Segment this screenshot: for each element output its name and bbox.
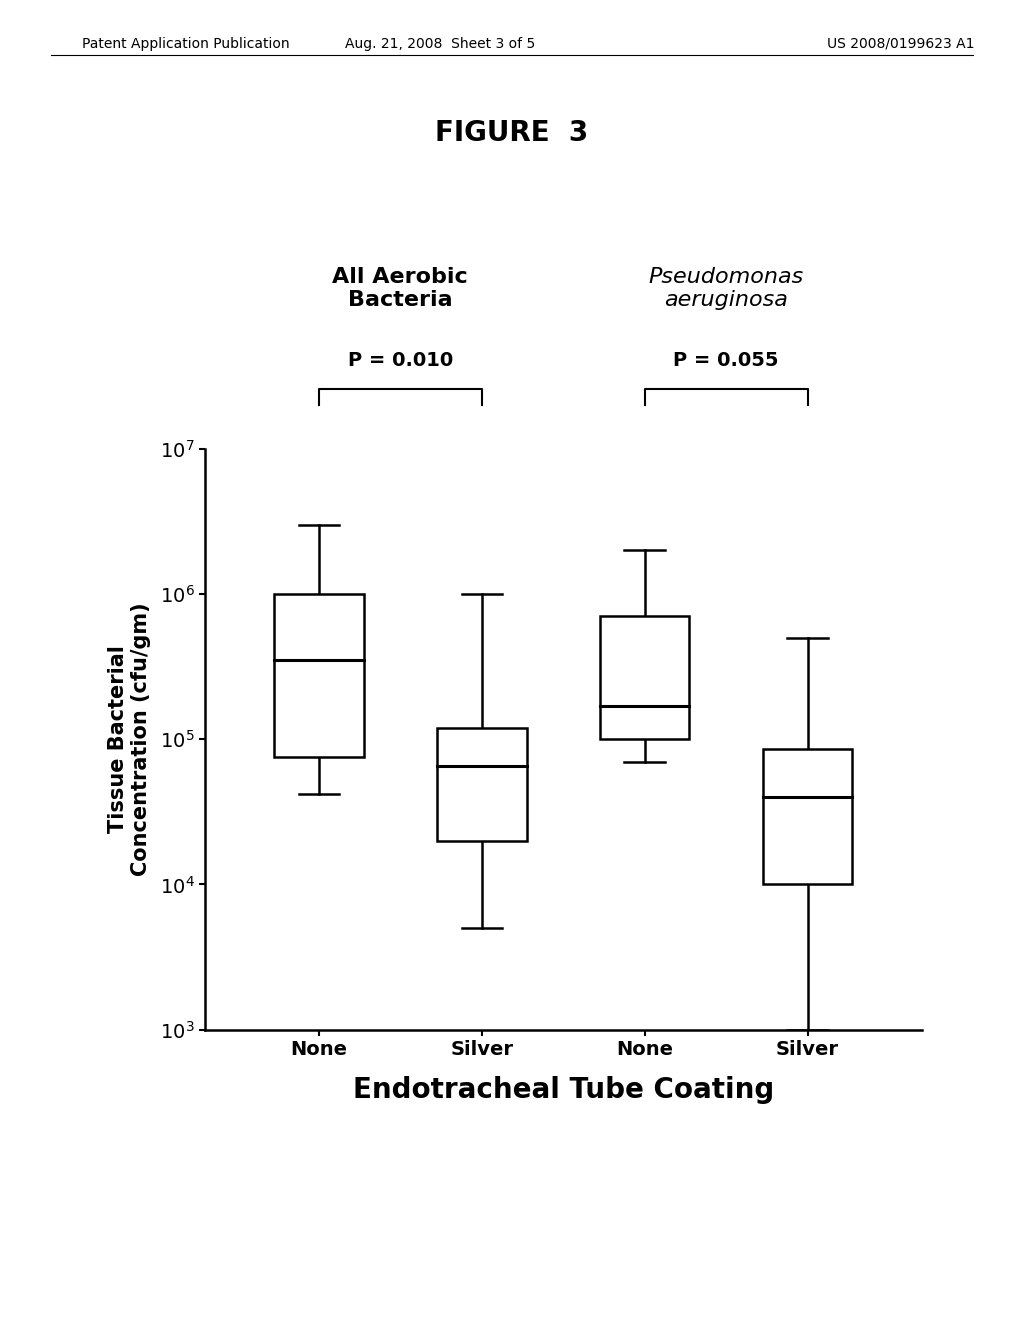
Bar	[600, 616, 689, 739]
Bar	[274, 594, 364, 758]
Text: Patent Application Publication: Patent Application Publication	[82, 37, 290, 51]
Text: FIGURE  3: FIGURE 3	[435, 119, 589, 147]
Bar	[763, 750, 852, 884]
Text: Aug. 21, 2008  Sheet 3 of 5: Aug. 21, 2008 Sheet 3 of 5	[345, 37, 536, 51]
Text: P = 0.010: P = 0.010	[348, 351, 453, 370]
Text: US 2008/0199623 A1: US 2008/0199623 A1	[827, 37, 975, 51]
Text: P = 0.055: P = 0.055	[674, 351, 779, 370]
Bar	[437, 727, 526, 841]
Text: All Aerobic
Bacteria: All Aerobic Bacteria	[333, 267, 468, 310]
X-axis label: Endotracheal Tube Coating: Endotracheal Tube Coating	[352, 1076, 774, 1104]
Y-axis label: Tissue Bacterial
Concentration (cfu/gm): Tissue Bacterial Concentration (cfu/gm)	[108, 602, 152, 876]
Text: Pseudomonas
aeruginosa: Pseudomonas aeruginosa	[648, 267, 804, 310]
